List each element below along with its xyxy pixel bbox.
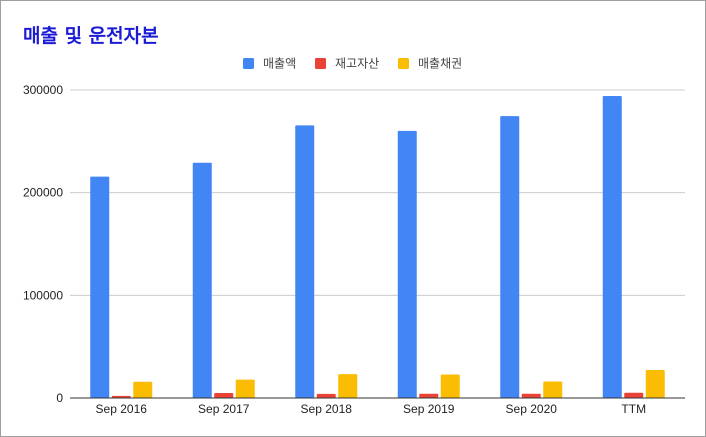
bar-3-3 (338, 374, 358, 398)
legend-label: 매출채권 (418, 57, 462, 71)
bar-2-6 (624, 392, 644, 398)
legend-label: 매출액 (263, 57, 296, 71)
bar-2-1 (111, 395, 131, 398)
bar-3-2 (235, 379, 255, 398)
bar-3-6 (645, 369, 665, 398)
bar-1-2 (192, 162, 212, 398)
x-tick-label: TTM (621, 402, 646, 416)
y-tick-label: 300000 (23, 83, 63, 97)
legend-swatch (398, 58, 409, 69)
bar-3-5 (543, 381, 563, 398)
x-tick-label: Sep 2019 (403, 402, 455, 416)
bar-1-4 (397, 130, 417, 398)
bar-3-4 (440, 374, 460, 398)
x-tick-label: Sep 2016 (96, 402, 148, 416)
chart-title: 매출 및 운전자본 (23, 25, 159, 47)
legend-label: 재고자산 (335, 57, 379, 71)
bar-2-3 (316, 393, 336, 398)
legend-swatch (315, 58, 326, 69)
legend-swatch (243, 58, 254, 69)
y-tick-label: 0 (56, 391, 63, 405)
x-tick-label: Sep 2018 (301, 402, 353, 416)
bar-1-3 (295, 125, 315, 399)
bar-3-1 (133, 381, 153, 398)
y-tick-label: 100000 (23, 288, 63, 302)
bar-1-5 (500, 116, 520, 399)
x-tick-label: Sep 2017 (198, 402, 250, 416)
bar-2-5 (521, 393, 541, 398)
y-tick-label: 200000 (23, 186, 63, 200)
x-tick-label: Sep 2020 (506, 402, 558, 416)
bar-2-4 (419, 393, 439, 398)
bar-1-1 (90, 176, 110, 398)
bar-2-2 (214, 392, 234, 398)
bar-1-6 (602, 96, 622, 398)
